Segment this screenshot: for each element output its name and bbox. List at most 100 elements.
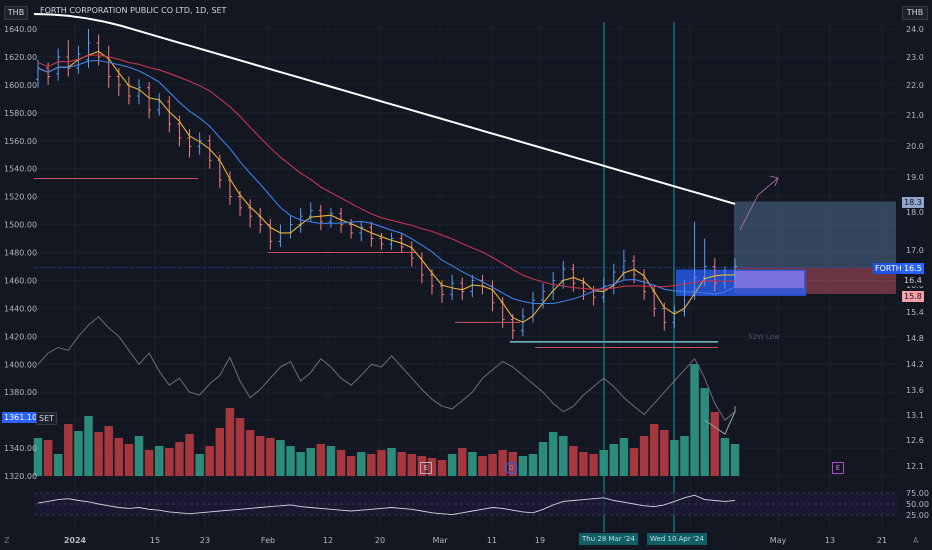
volume-bar [377, 450, 386, 476]
earnings-marker-2[interactable]: E [832, 462, 844, 474]
volume-bar [660, 430, 669, 476]
crosshair-date-right: Wed 10 Apr '24 [647, 533, 707, 545]
volume-bar [84, 416, 93, 476]
right-axis-tick: 20.0 [906, 142, 924, 151]
volume-bar [528, 454, 538, 476]
right-axis-tick: 23.0 [906, 53, 924, 62]
ma-long-line [37, 54, 736, 290]
x-axis-tick: 21 [877, 536, 887, 545]
auto-scale-button[interactable]: A [913, 536, 919, 545]
entry-zone-2 [734, 271, 804, 288]
volume-bar [437, 460, 447, 476]
currency-badge-right: THB [902, 6, 928, 20]
timezone-button[interactable]: Z [4, 536, 10, 545]
left-axis-tick: 1580.00 [4, 109, 37, 118]
volume-bar [710, 412, 720, 476]
ma-mid-line [37, 59, 736, 305]
volume-bar [690, 364, 699, 476]
volume-bar [407, 454, 416, 476]
volume-bar [306, 448, 315, 476]
left-axis-tick: 1480.00 [4, 249, 37, 258]
volume-bar [225, 408, 235, 476]
set-index-tail [704, 406, 736, 435]
left-axis-tick: 1520.00 [4, 193, 37, 202]
volume-bar [185, 434, 194, 476]
left-axis-tick: 1400.00 [4, 360, 37, 369]
projection-arrow-head [769, 175, 779, 187]
volume-bar [114, 438, 124, 476]
volume-bar [43, 440, 53, 476]
right-axis-tick: 17.0 [906, 246, 924, 255]
right-axis-tick: 18.0 [906, 208, 924, 217]
right-axis-tick: 13.1 [906, 411, 924, 420]
rsi-line [37, 494, 736, 516]
volume-bar [488, 454, 497, 476]
annotation-low: 52W Low [748, 333, 780, 341]
x-axis-tick: 15 [150, 536, 160, 545]
volume-bar [387, 448, 396, 476]
dividend-marker[interactable]: D [505, 462, 517, 474]
left-axis-tick: 1600.00 [4, 81, 37, 90]
left-axis-tick: 1420.00 [4, 332, 37, 341]
left-axis-tick: 1440.00 [4, 304, 37, 313]
rsi-axis-tick: 25.00 [906, 511, 929, 520]
volume-bar [64, 424, 73, 476]
left-axis-tick: 1380.00 [4, 388, 37, 397]
rsi-axis-tick: 50.00 [906, 500, 929, 509]
x-axis-tick: 19 [535, 536, 545, 545]
volume-bar [266, 438, 275, 476]
volume-bar [215, 428, 225, 476]
set-index-value: 1361.10 [2, 412, 40, 423]
right-axis-tick: 14.2 [906, 360, 924, 369]
stop-price-label: 15.8 [902, 291, 924, 302]
left-axis-tick: 1460.00 [4, 276, 37, 285]
x-axis-tick: 2024 [64, 536, 87, 545]
volume-bar [468, 452, 477, 476]
right-axis-tick: 14.8 [906, 334, 924, 343]
target-price-label: 18.3 [902, 197, 924, 208]
left-axis-tick: 1620.00 [4, 53, 37, 62]
rsi-axis-tick: 75.00 [906, 489, 929, 498]
volume-bar [124, 444, 134, 476]
volume-bar [518, 456, 528, 476]
right-axis-tick: 24.0 [906, 25, 924, 34]
target-zone [734, 201, 896, 268]
volume-bar [649, 424, 659, 476]
left-axis-tick: 1540.00 [4, 165, 37, 174]
volume-bar [316, 444, 326, 476]
volume-bar [255, 436, 265, 476]
volume-bar [680, 436, 689, 476]
left-axis-tick: 1500.00 [4, 221, 37, 230]
volume-bar [154, 446, 164, 476]
volume-bar [559, 436, 568, 476]
volume-bar [498, 450, 507, 476]
volume-bar [53, 454, 63, 476]
volume-bar [134, 436, 144, 476]
right-axis-tick: 19.0 [906, 173, 924, 182]
right-axis-tick: 22.0 [906, 81, 924, 90]
volume-bar [235, 418, 245, 476]
mid-price-label: 16.4 [902, 275, 924, 286]
volume-bar [579, 452, 588, 476]
volume-bar [670, 440, 679, 476]
earnings-marker-1[interactable]: E [420, 462, 432, 474]
volume-bar [417, 456, 427, 476]
volume-bar [720, 438, 730, 476]
volume-bar [94, 432, 103, 476]
volume-bar [326, 446, 336, 476]
volume-bar [336, 450, 346, 476]
volume-bar [538, 442, 548, 476]
volume-bar [33, 438, 43, 476]
volume-bar [478, 456, 487, 476]
x-axis-tick: 13 [825, 536, 835, 545]
volume-bar [286, 446, 295, 476]
x-axis-tick: May [770, 536, 787, 545]
x-axis-tick: Feb [261, 536, 275, 545]
x-axis-tick: 12 [323, 536, 333, 545]
right-axis-tick: 12.1 [906, 462, 924, 471]
volume-bar [245, 430, 255, 476]
x-axis-tick: 20 [375, 536, 385, 545]
volume-bar [144, 450, 154, 476]
